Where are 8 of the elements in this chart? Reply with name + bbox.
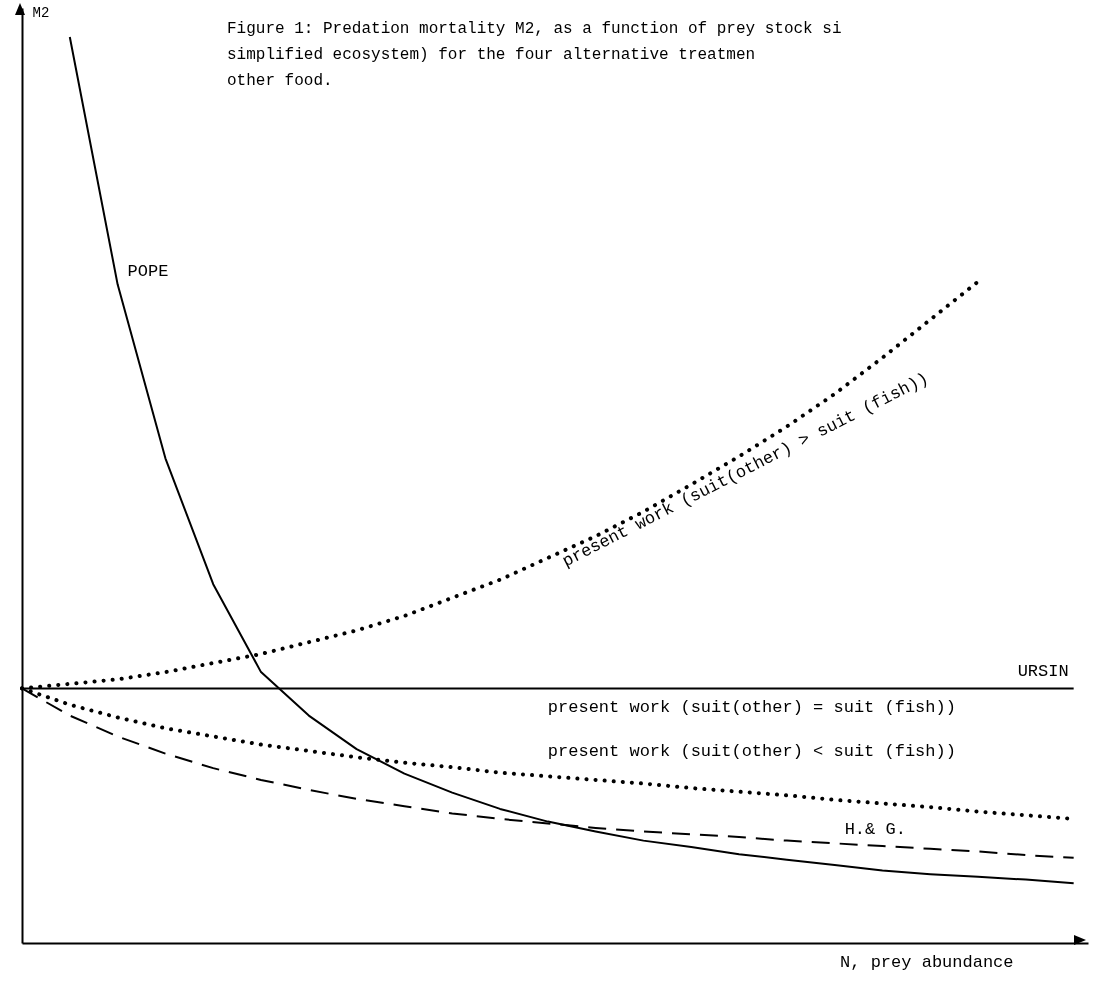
y-axis-title: M2	[32, 4, 50, 21]
x-axis-title: N, prey abundance	[840, 952, 1014, 972]
text: Figure 1: Predation mortality M2, as a function of prey stock si simplified ecosystem) for the four alternative treatmen other food.	[227, 20, 842, 90]
series-label: URSIN	[1017, 662, 1069, 682]
annotation: present work (suit(other) = suit (fish))	[547, 698, 956, 718]
series-label: present work (suit(other) < suit (fish))	[547, 742, 956, 762]
series-label: H.& G.	[844, 820, 906, 840]
series-label: POPE	[127, 262, 169, 282]
